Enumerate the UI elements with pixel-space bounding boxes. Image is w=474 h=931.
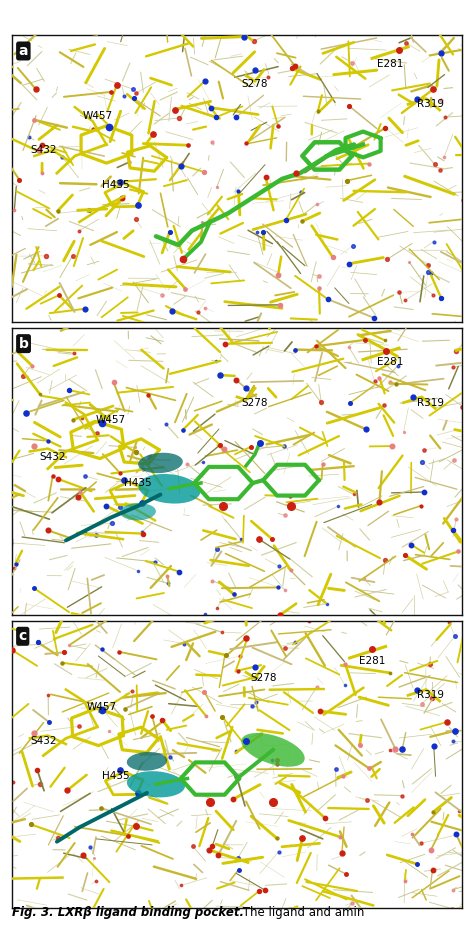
Ellipse shape — [241, 733, 305, 767]
Text: E281: E281 — [377, 358, 403, 368]
Text: c: c — [18, 629, 27, 643]
Text: W457: W457 — [87, 702, 117, 712]
Ellipse shape — [127, 752, 167, 771]
Text: E281: E281 — [377, 59, 403, 69]
Text: W457: W457 — [96, 415, 126, 425]
Text: S432: S432 — [39, 452, 65, 462]
Text: R319: R319 — [417, 100, 444, 109]
Text: E281: E281 — [359, 655, 385, 666]
Text: b: b — [18, 337, 28, 351]
Text: S432: S432 — [30, 736, 56, 747]
Text: The ligand and amin: The ligand and amin — [239, 906, 365, 919]
Text: H435: H435 — [101, 771, 129, 781]
Text: S278: S278 — [251, 673, 277, 683]
Text: H435: H435 — [101, 180, 129, 190]
Text: W457: W457 — [82, 111, 112, 121]
Text: Fig. 3. LXRβ ligand binding pocket.: Fig. 3. LXRβ ligand binding pocket. — [12, 906, 244, 919]
Ellipse shape — [120, 503, 156, 520]
Text: R319: R319 — [417, 398, 444, 408]
Ellipse shape — [127, 771, 185, 798]
Text: S432: S432 — [30, 145, 56, 155]
Ellipse shape — [138, 474, 201, 504]
Text: a: a — [18, 44, 28, 58]
Ellipse shape — [138, 452, 183, 473]
Text: S278: S278 — [242, 79, 268, 89]
Text: S278: S278 — [242, 398, 268, 408]
Text: H435: H435 — [124, 478, 152, 488]
Text: R319: R319 — [417, 690, 444, 700]
